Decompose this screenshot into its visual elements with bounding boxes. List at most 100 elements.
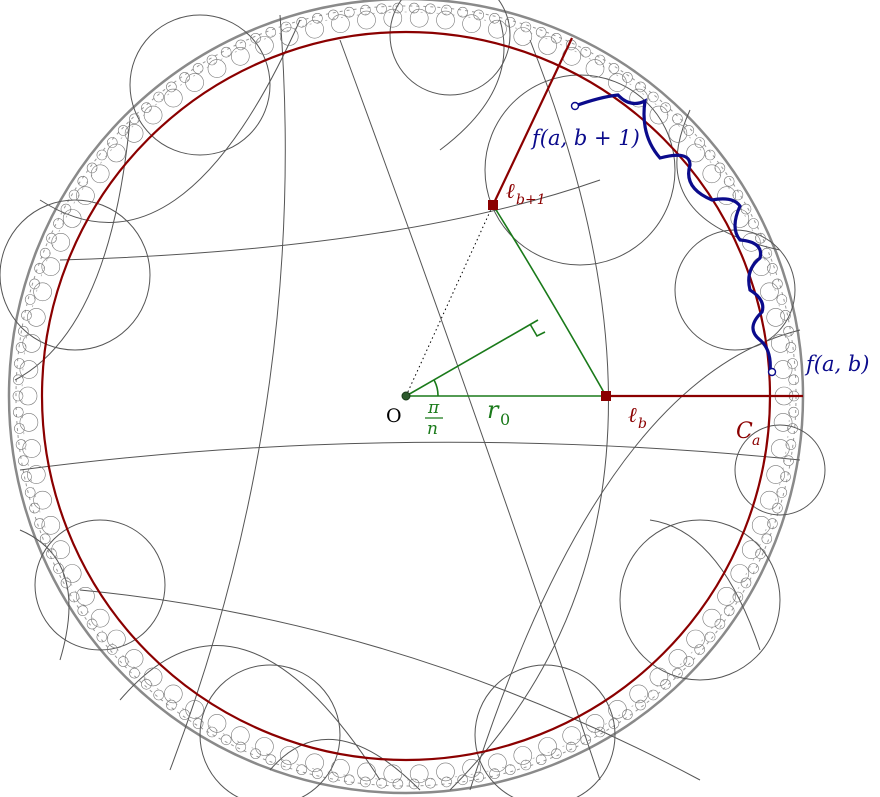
ray-l-b-plus-1 (492, 37, 573, 206)
boundary-scallop (166, 81, 177, 93)
boundary-scallop (714, 618, 726, 630)
boundary-scallop (520, 21, 532, 33)
boundary-scallop (21, 309, 32, 321)
boundary-scallop (668, 124, 688, 143)
boundary-scallop (629, 88, 649, 108)
boundary-scallop (441, 776, 452, 788)
boundary-scallop (672, 667, 683, 679)
boundary-scallop (327, 771, 339, 783)
boundary-scallop (741, 540, 761, 560)
label-r0: r 0 (487, 396, 510, 429)
boundary-scallop (77, 176, 89, 187)
geodesic (469, 329, 801, 791)
boundary-scallop (250, 748, 261, 760)
point-f-a-b-plus-1 (570, 101, 580, 111)
geodesic-arc-green (492, 204, 607, 397)
boundary-scallop (622, 709, 633, 720)
boundary-scallop (68, 591, 80, 603)
boundary-scallop (86, 162, 98, 174)
boundary-scallop (376, 777, 387, 789)
boundary-scallop (305, 753, 324, 773)
boundary-scallop (60, 577, 72, 589)
boundary-scallop (787, 423, 798, 434)
boundary-scallop (785, 439, 797, 450)
boundary-scallop (585, 714, 605, 733)
boundary-scallop (702, 164, 722, 184)
geodesic (19, 529, 70, 661)
tiling-circle (619, 519, 781, 681)
boundary-scallop (408, 2, 420, 14)
boundary-scallop (585, 59, 605, 78)
boundary-scallop (280, 21, 292, 33)
boundary-scallop (279, 746, 299, 765)
boundary-scallop (124, 649, 144, 668)
label-c-a-base: C (736, 419, 753, 444)
boundary-scallop (462, 758, 481, 778)
boundary-scallop (192, 718, 204, 729)
boundary-scallop (312, 768, 323, 780)
boundary-scallop (117, 656, 129, 667)
boundary-scallop (717, 586, 736, 606)
boundary-scallop (24, 487, 36, 498)
boundary-scallop (141, 678, 152, 690)
boundary-scallop (622, 72, 633, 83)
boundary-scallop (231, 46, 250, 66)
label-l-b-sub: b (638, 416, 647, 432)
boundary-scallop (33, 282, 52, 302)
boundary-scallop (755, 232, 766, 244)
boundary-scallop (683, 656, 695, 667)
boundary-scallop (436, 10, 455, 30)
boundary-scallop (740, 203, 752, 215)
boundary-scallop (704, 149, 716, 161)
boundary-scallop (717, 186, 736, 205)
boundary-scallop (409, 8, 429, 28)
boundary-scallop (250, 32, 261, 44)
label-l-b-plus-1: ℓ b+1 (506, 179, 546, 208)
boundary-scallop (129, 667, 140, 679)
boundary-scallop (296, 764, 308, 776)
boundary-scallop (107, 644, 118, 655)
boundary-scallop (255, 737, 274, 756)
boundary-scallop (551, 32, 562, 44)
boundary-scallop (683, 125, 695, 136)
tiling-circle (389, 0, 511, 96)
boundary-scallop (124, 124, 144, 143)
geodesic (269, 739, 421, 791)
boundary-scallop (660, 102, 671, 113)
boundary-scallop (331, 14, 350, 34)
boundary-scallop (360, 776, 371, 788)
boundary-scallop (117, 125, 129, 136)
boundary-scallop (457, 6, 469, 18)
boundary-scallop (473, 9, 485, 21)
label-l-b-base: ℓ (628, 403, 637, 427)
boundary-scallop (34, 518, 45, 529)
perpendicular-segment (405, 319, 539, 397)
boundary-scallop (107, 143, 126, 163)
tiling-circle (34, 519, 166, 651)
boundary-scallop (755, 548, 766, 560)
boundary-scallop (90, 164, 110, 184)
geodesic (59, 179, 601, 261)
origin-point (401, 391, 411, 401)
label-l-b-plus-1-sub: b+1 (516, 192, 546, 208)
boundary-scallop (760, 490, 779, 510)
boundary-scallop (562, 726, 582, 746)
boundary-scallop (96, 149, 108, 161)
boundary-scallop (207, 714, 227, 733)
boundary-scallop (360, 4, 371, 16)
boundary-scallop (788, 374, 800, 386)
boundary-scallop (694, 137, 706, 148)
boundary-scallop (788, 406, 800, 418)
geodesic (119, 645, 381, 781)
boundary-scallop (538, 36, 557, 55)
boundary-scallop (723, 605, 735, 617)
boundary-scallop (767, 263, 778, 274)
boundary-scallop (441, 4, 452, 16)
boundary-scallop (96, 631, 108, 643)
boundary-scallop (18, 325, 29, 337)
boundary-scallop (489, 12, 500, 24)
boundary-scallop (21, 471, 32, 483)
boundary-scallop (62, 209, 82, 228)
boundary-scallop (12, 374, 24, 386)
boundary-scallop (39, 533, 51, 545)
